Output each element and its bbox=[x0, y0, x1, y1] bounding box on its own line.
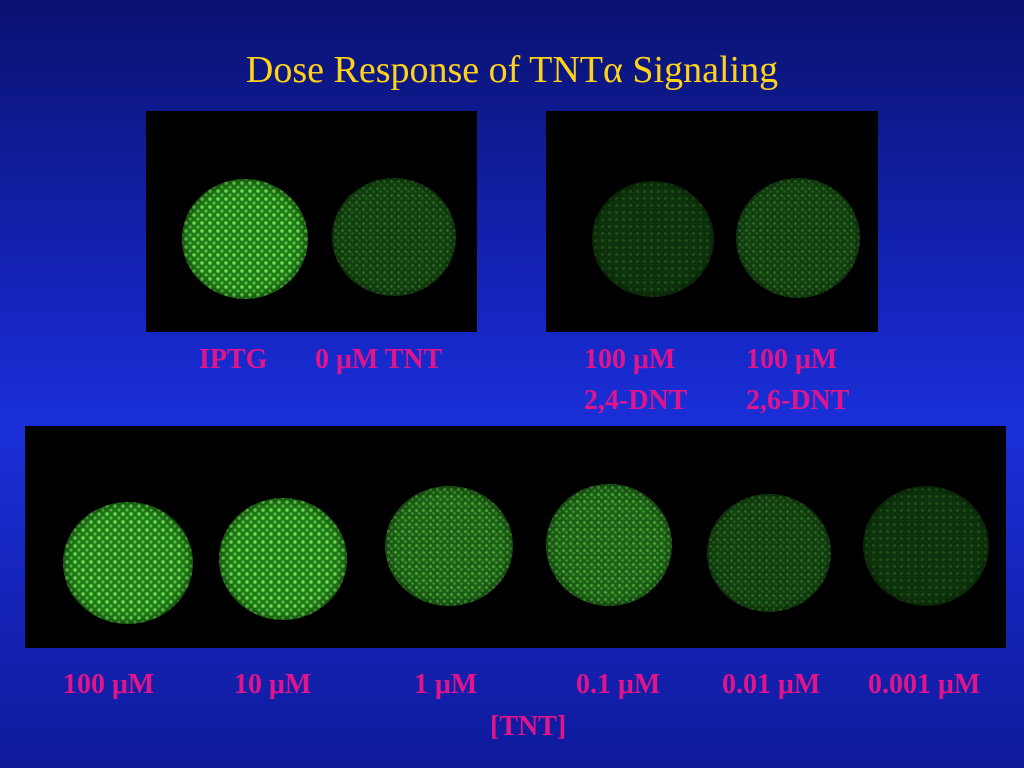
label-2-6-dnt-name: 2,6-DNT bbox=[746, 385, 850, 416]
label-2-6-dnt-conc: 100 μM bbox=[746, 344, 838, 375]
plate-image-top-left bbox=[146, 111, 477, 332]
petri-dish-0-001-um bbox=[863, 486, 989, 606]
label-conc-100-um: 100 μM bbox=[63, 669, 155, 700]
label-iptg: IPTG bbox=[199, 344, 268, 375]
plate-image-tnt-series bbox=[25, 426, 1006, 648]
label-tnt-axis: [TNT] bbox=[490, 711, 567, 742]
petri-dish-0-um-tnt bbox=[332, 178, 456, 296]
petri-dish-1-um bbox=[385, 486, 513, 606]
label-2-4-dnt-name: 2,4-DNT bbox=[584, 385, 688, 416]
label-conc-10-um: 10 μM bbox=[234, 669, 312, 700]
slide-title: Dose Response of TNTα Signaling bbox=[245, 49, 779, 91]
label-conc-0-1-um: 0.1 μM bbox=[576, 669, 661, 700]
label-conc-0-01-um: 0.01 μM bbox=[722, 669, 821, 700]
petri-dish-0-1-um bbox=[546, 484, 672, 606]
label-0-um-tnt: 0 μM TNT bbox=[315, 344, 443, 375]
petri-dish-iptg bbox=[182, 179, 308, 299]
label-conc-0-001-um: 0.001 μM bbox=[868, 669, 981, 700]
petri-dish-0-01-um bbox=[707, 494, 831, 612]
petri-dish-10-um bbox=[219, 498, 347, 620]
label-conc-1-um: 1 μM bbox=[414, 669, 478, 700]
plate-image-top-right bbox=[546, 111, 878, 332]
label-2-4-dnt-conc: 100 μM bbox=[584, 344, 676, 375]
petri-dish-100-um bbox=[63, 502, 193, 624]
petri-dish-2-6-dnt bbox=[736, 178, 860, 298]
petri-dish-2-4-dnt bbox=[592, 181, 714, 297]
